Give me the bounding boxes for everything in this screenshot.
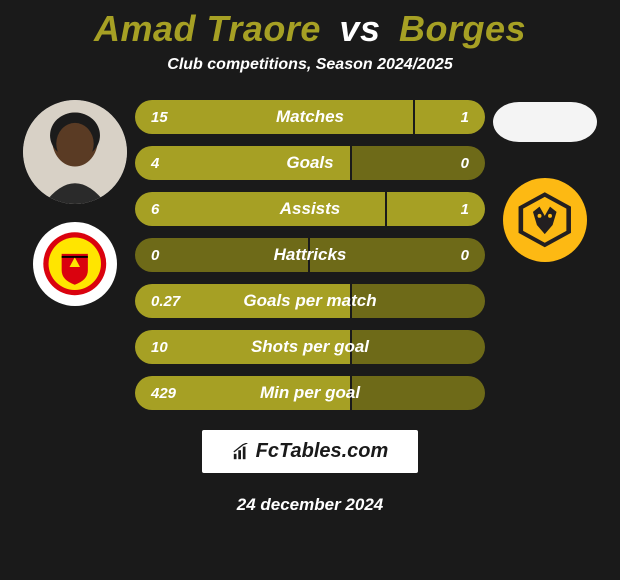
stat-value-right: 0 xyxy=(429,247,469,264)
stat-label: Shots per goal xyxy=(251,337,369,357)
stat-value-right: 1 xyxy=(429,109,469,126)
stat-value-left: 0 xyxy=(151,247,191,264)
stat-text-overlay: 0.27 Goals per match xyxy=(135,284,485,318)
stat-text-overlay: 4 Goals 0 xyxy=(135,146,485,180)
stat-label: Goals xyxy=(286,153,333,173)
stat-label: Hattricks xyxy=(274,245,347,265)
bar-chart-icon xyxy=(232,443,250,461)
stat-value-left: 15 xyxy=(151,109,191,126)
stat-label: Matches xyxy=(276,107,344,127)
date: 24 december 2024 xyxy=(237,495,384,515)
stats-bars: 15Matches14Goals06Assists10Hattricks00.2… xyxy=(135,96,485,410)
manchester-united-crest-icon xyxy=(42,231,108,297)
stat-text-overlay: 429 Min per goal xyxy=(135,376,485,410)
stat-value-left: 429 xyxy=(151,385,191,402)
stat-text-overlay: 10 Shots per goal xyxy=(135,330,485,364)
stat-row: 15 Matches 1 xyxy=(135,100,485,134)
stat-row: 0 Hattricks 0 xyxy=(135,238,485,272)
watermark: FcTables.com xyxy=(202,430,419,473)
stat-text-overlay: 0 Hattricks 0 xyxy=(135,238,485,272)
player1-club-crest xyxy=(33,222,117,306)
title-vs: vs xyxy=(339,8,380,49)
stat-value-left: 0.27 xyxy=(151,293,191,310)
player1-avatar-silhouette xyxy=(23,100,127,204)
stat-text-overlay: 6 Assists 1 xyxy=(135,192,485,226)
title-player2: Borges xyxy=(399,8,526,49)
stat-value-right: 0 xyxy=(429,155,469,172)
stat-value-left: 4 xyxy=(151,155,191,172)
stat-row: 429 Min per goal xyxy=(135,376,485,410)
player2-club-crest xyxy=(503,178,587,262)
wolves-crest-icon xyxy=(512,187,578,253)
player2-side xyxy=(485,96,605,262)
stat-row: 4 Goals 0 xyxy=(135,146,485,180)
stat-label: Min per goal xyxy=(260,383,360,403)
stat-row: 0.27 Goals per match xyxy=(135,284,485,318)
subtitle: Club competitions, Season 2024/2025 xyxy=(167,56,452,74)
stat-label: Goals per match xyxy=(243,291,376,311)
stat-text-overlay: 15 Matches 1 xyxy=(135,100,485,134)
main-row: 15Matches14Goals06Assists10Hattricks00.2… xyxy=(0,96,620,410)
player1-avatar xyxy=(23,100,127,204)
player1-side xyxy=(15,96,135,306)
comparison-card: Amad Traore vs Borges Club competitions,… xyxy=(0,0,620,580)
stat-value-left: 6 xyxy=(151,201,191,218)
stat-row: 10 Shots per goal xyxy=(135,330,485,364)
player2-flag xyxy=(493,102,597,142)
stat-value-right: 1 xyxy=(429,201,469,218)
page-title: Amad Traore vs Borges xyxy=(94,8,526,50)
stat-label: Assists xyxy=(280,199,340,219)
watermark-text: FcTables.com xyxy=(256,440,389,463)
stat-value-left: 10 xyxy=(151,339,191,356)
title-player1: Amad Traore xyxy=(94,8,321,49)
stat-row: 6 Assists 1 xyxy=(135,192,485,226)
